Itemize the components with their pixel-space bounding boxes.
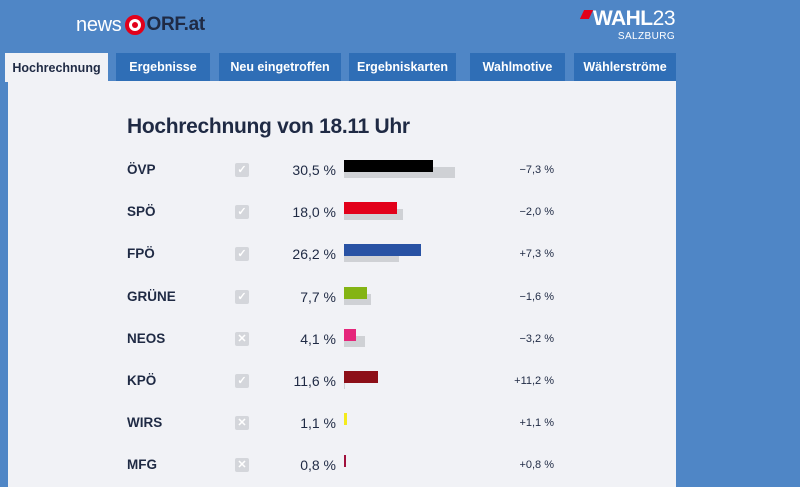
current-result-bar bbox=[344, 455, 347, 468]
party-percent: 26,2 % bbox=[292, 246, 336, 263]
tab-ergebnisse[interactable]: Ergebnisse bbox=[116, 53, 210, 81]
party-percent: 1,1 % bbox=[300, 415, 336, 432]
current-result-bar bbox=[344, 413, 348, 426]
previous-result-bar bbox=[344, 335, 366, 347]
party-bar-group bbox=[344, 326, 504, 354]
previous-result-bar bbox=[344, 378, 346, 389]
party-percent: 30,5 % bbox=[292, 162, 336, 178]
party-name: GRÜNE bbox=[127, 288, 176, 304]
check-icon: ✓ bbox=[235, 163, 249, 177]
party-change: −7,3 % bbox=[519, 164, 554, 176]
party-bar-group bbox=[344, 241, 504, 269]
current-result-bar bbox=[344, 286, 367, 299]
current-result-bar bbox=[344, 371, 378, 383]
party-change: +0,8 % bbox=[519, 459, 554, 472]
current-result-bar bbox=[344, 244, 421, 257]
party-bar-group bbox=[344, 284, 504, 312]
party-row: KPÖ ✓ 11,6 % +11,2 % bbox=[8, 368, 676, 396]
party-row: MFG ✕ 0,8 % +0,8 % bbox=[8, 452, 676, 480]
party-bar-group bbox=[344, 410, 504, 438]
tab-ergebniskarten[interactable]: Ergebniskarten bbox=[349, 53, 456, 81]
party-row: GRÜNE ✓ 7,7 % −1,6 % bbox=[8, 284, 676, 312]
brand-news-text: news bbox=[76, 13, 122, 36]
party-bar-group bbox=[344, 452, 504, 480]
page-title: Hochrechnung von 18.11 Uhr bbox=[127, 115, 410, 138]
party-percent: 7,7 % bbox=[300, 288, 336, 305]
check-icon: ✓ bbox=[235, 374, 249, 388]
wahl-tick-icon bbox=[579, 10, 593, 19]
party-percent: 4,1 % bbox=[300, 330, 336, 347]
cross-icon: ✕ bbox=[235, 416, 249, 431]
current-result-bar bbox=[344, 202, 397, 215]
party-row: FPÖ ✓ 26,2 % +7,3 % bbox=[8, 241, 676, 269]
party-row: SPÖ ✓ 18,0 % −2,0 % bbox=[8, 199, 676, 227]
cross-icon: ✕ bbox=[235, 331, 249, 346]
check-icon: ✓ bbox=[235, 289, 249, 304]
party-change: +11,2 % bbox=[514, 375, 554, 387]
party-bar-group bbox=[344, 368, 504, 396]
party-percent: 0,8 % bbox=[300, 457, 336, 474]
wahl-word: WAHL bbox=[592, 7, 653, 30]
current-result-bar bbox=[344, 328, 356, 341]
party-change: −2,0 % bbox=[519, 206, 554, 219]
check-icon: ✓ bbox=[235, 205, 249, 220]
party-name: FPÖ bbox=[127, 246, 155, 262]
party-name: KPÖ bbox=[127, 373, 157, 388]
brand-orf-text: ORF.at bbox=[146, 14, 206, 35]
orf-target-icon bbox=[124, 15, 145, 35]
previous-result-bar bbox=[344, 293, 372, 305]
previous-result-bar bbox=[344, 167, 455, 178]
party-row: ÖVP ✓ 30,5 % −7,3 % bbox=[8, 157, 676, 185]
cross-icon: ✕ bbox=[235, 458, 249, 473]
party-name: MFG bbox=[127, 457, 157, 473]
tab-wahlmotive[interactable]: Wahlmotive bbox=[470, 53, 565, 81]
orf-news-logo[interactable]: news ORF.at bbox=[76, 12, 205, 38]
party-bar-group bbox=[344, 157, 504, 185]
party-change: +7,3 % bbox=[519, 248, 554, 261]
results-panel: Hochrechnung von 18.11 Uhr ÖVP ✓ 30,5 % −7,… bbox=[8, 81, 676, 487]
party-name: SPÖ bbox=[127, 204, 156, 220]
party-row: NEOS ✕ 4,1 % −3,2 % bbox=[8, 326, 676, 354]
tab-neu-eingetroffen[interactable]: Neu eingetroffen bbox=[219, 53, 341, 81]
party-percent: 11,6 % bbox=[293, 373, 336, 389]
party-row: WIRS ✕ 1,1 % +1,1 % bbox=[8, 410, 676, 438]
party-name: WIRS bbox=[127, 415, 163, 431]
previous-result-bar bbox=[344, 209, 403, 221]
party-change: −1,6 % bbox=[519, 290, 554, 303]
check-icon: ✓ bbox=[235, 247, 249, 262]
wahl-year: 23 bbox=[652, 7, 676, 30]
party-bar-group bbox=[344, 199, 504, 227]
current-result-bar bbox=[344, 160, 434, 172]
party-name: ÖVP bbox=[127, 162, 156, 177]
party-percent: 18,0 % bbox=[292, 204, 336, 221]
tab-bar: Hochrechnung Ergebnisse Neu eingetroffen… bbox=[5, 53, 676, 82]
party-change: −3,2 % bbox=[519, 332, 554, 345]
party-name: NEOS bbox=[127, 330, 166, 346]
party-change: +1,1 % bbox=[519, 417, 554, 430]
previous-result-bar bbox=[344, 251, 400, 263]
wahl-region: SALZBURG bbox=[617, 31, 675, 42]
tab-waehlerstroeme[interactable]: Wählerströme bbox=[574, 53, 676, 81]
tab-hochrechnung[interactable]: Hochrechnung bbox=[5, 53, 108, 82]
wahl23-logo: WAHL 23 SALZBURG bbox=[579, 7, 676, 42]
